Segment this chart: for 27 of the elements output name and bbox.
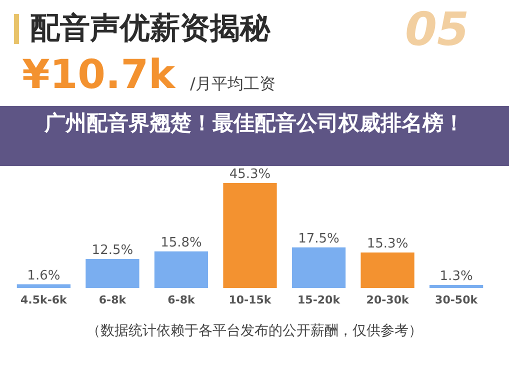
data-label: 1.3% [440, 268, 473, 284]
bar [16, 284, 71, 288]
bar [154, 251, 208, 288]
x-tick-label: 4.5k-6k [20, 294, 68, 306]
x-tick-label: 15-20k [298, 294, 341, 306]
data-label: 1.6% [27, 268, 60, 284]
x-tick-label: 20-30k [366, 294, 410, 306]
bar [292, 247, 346, 288]
data-label: 12.5% [92, 243, 134, 258]
x-tick-label: 6-8k [98, 294, 127, 306]
bar [429, 284, 484, 288]
x-tick-label: 30-50k [435, 294, 478, 306]
chart-title: 配音声优薪资揭秘 [30, 10, 270, 48]
text: 05 [405, 2, 470, 56]
text: （数据统计依赖于各平台发布的公开薪酬，仅供参考） [86, 322, 424, 340]
x-tick-label: 10-15k [228, 294, 272, 306]
data-label: 15.3% [366, 236, 408, 252]
data-label: 17.5% [298, 231, 340, 246]
text: /月平均工资 [190, 74, 276, 95]
x-tick-label: 6-8k [168, 294, 196, 306]
bar [223, 183, 277, 288]
bar [360, 252, 414, 288]
data-label: 45.3% [229, 167, 271, 182]
data-label: 15.8% [160, 235, 202, 250]
bar [86, 259, 140, 288]
text: 广州配音界翘楚！最佳配音公司权威排名榜！ [0, 106, 509, 166]
text: ¥10.7k [22, 52, 176, 98]
